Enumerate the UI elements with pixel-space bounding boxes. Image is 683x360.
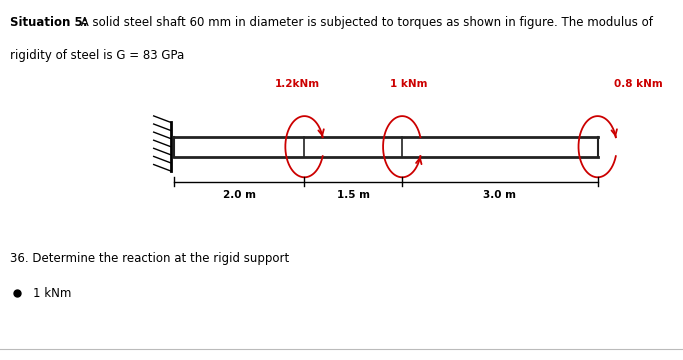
Text: 0.8 kNm: 0.8 kNm bbox=[614, 79, 663, 89]
Text: 1.5 m: 1.5 m bbox=[337, 190, 370, 200]
Text: 36. Determine the reaction at the rigid support: 36. Determine the reaction at the rigid … bbox=[10, 252, 290, 265]
Text: 1 kNm: 1 kNm bbox=[390, 79, 428, 89]
Text: 2.0 m: 2.0 m bbox=[223, 190, 256, 200]
Text: rigidity of steel is G = 83 GPa: rigidity of steel is G = 83 GPa bbox=[10, 49, 184, 62]
Text: 1.2kNm: 1.2kNm bbox=[275, 79, 320, 89]
Text: Situation 5:: Situation 5: bbox=[10, 16, 88, 29]
Text: 3.0 m: 3.0 m bbox=[484, 190, 516, 200]
Text: A solid steel shaft 60 mm in diameter is subjected to torques as shown in figure: A solid steel shaft 60 mm in diameter is… bbox=[77, 16, 653, 29]
Text: 1 kNm: 1 kNm bbox=[33, 287, 71, 300]
